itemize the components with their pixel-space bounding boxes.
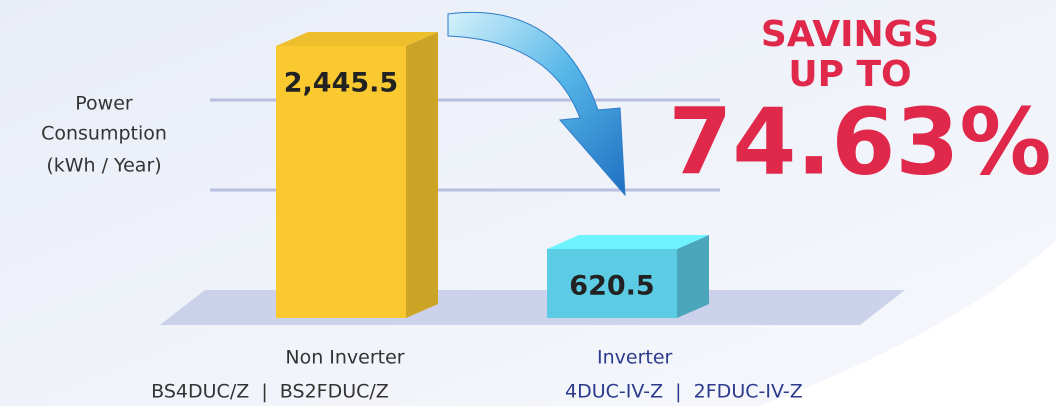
y-label: (kWh / Year) <box>46 155 161 177</box>
model-label: 4DUC-IV-Z | 2FDUC-IV-Z <box>565 381 803 403</box>
floor <box>160 290 905 325</box>
value-label: 620.5 <box>569 270 654 301</box>
annotation-value: 74.63% <box>668 88 1051 195</box>
model-label: BS4DUC/Z | BS2FDUC/Z <box>151 381 389 403</box>
bar-side <box>406 32 438 318</box>
value-label: 2,445.5 <box>284 68 398 99</box>
chart: 2,445.5 620.5 Power Consumption (kWh / Ye… <box>0 0 1056 406</box>
category-label: Non Inverter <box>285 347 404 369</box>
y-label: Power <box>75 93 133 115</box>
y-label: Consumption <box>41 123 167 145</box>
category-label: Inverter <box>597 347 673 369</box>
bar-side <box>677 235 709 318</box>
annotation-title: SAVINGS <box>761 14 939 55</box>
